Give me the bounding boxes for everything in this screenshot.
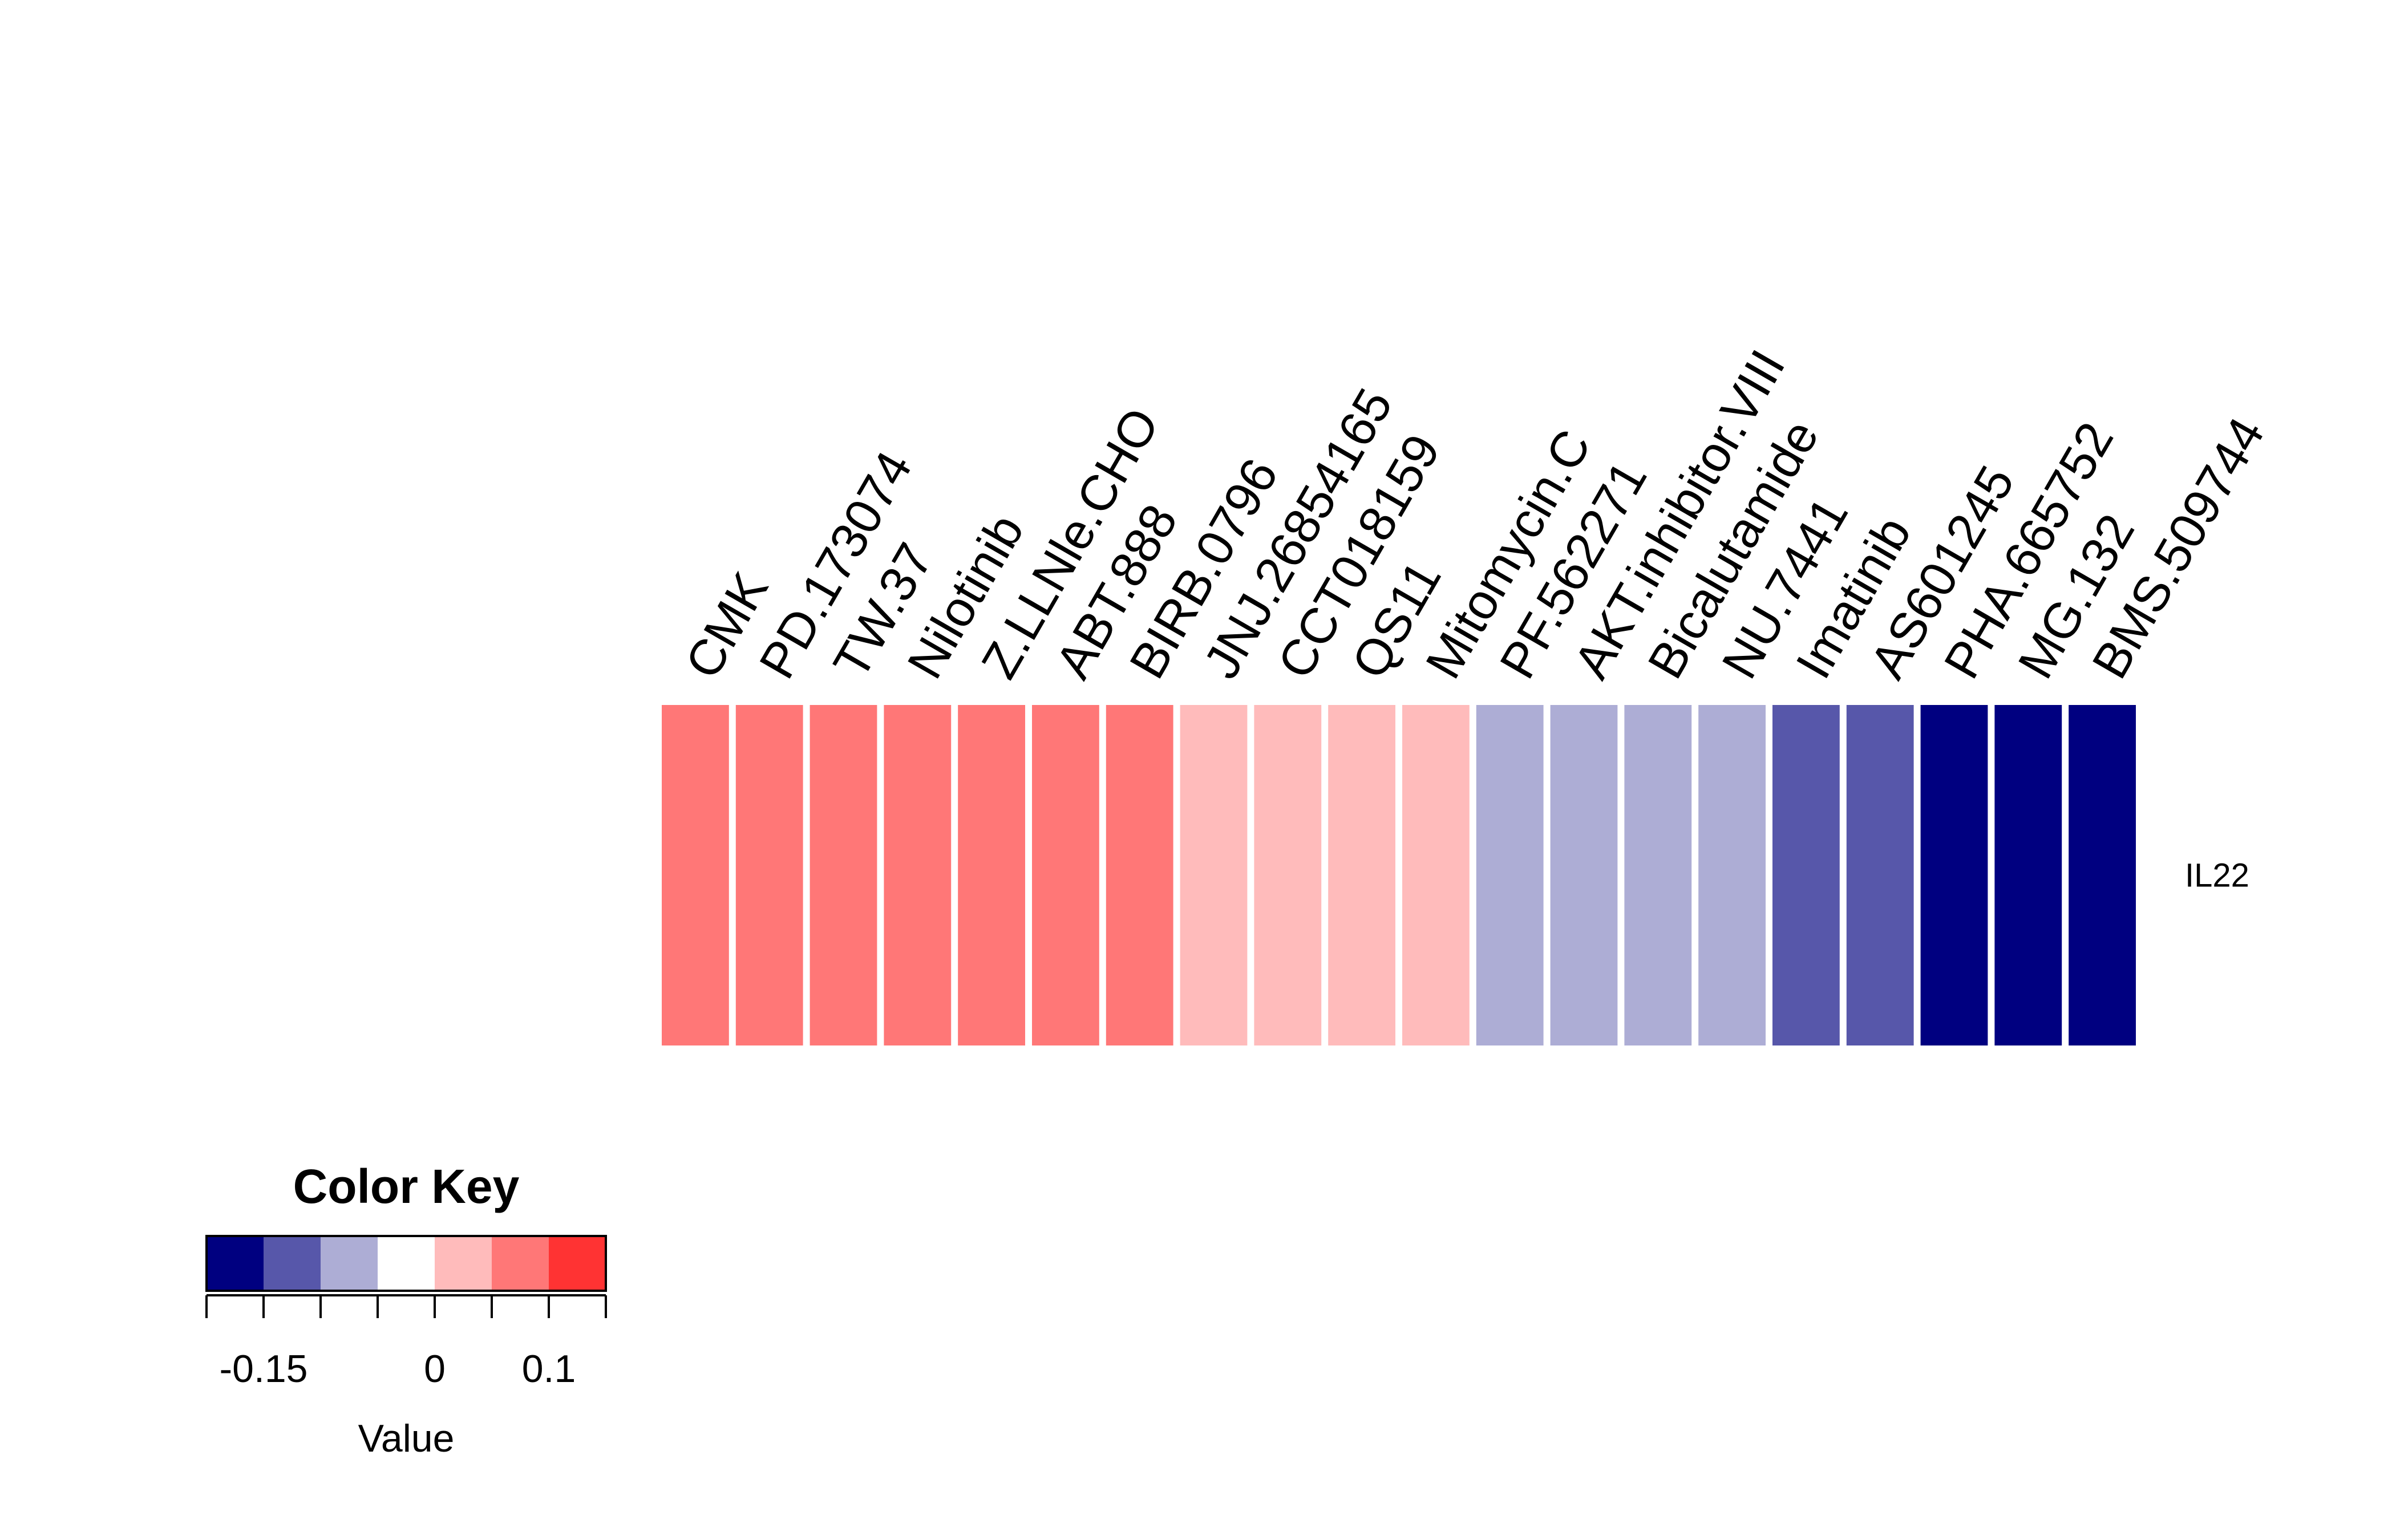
heatmap-cell [1032, 705, 1099, 1045]
heatmap-cell [1846, 705, 1914, 1045]
heatmap-cell [1254, 705, 1322, 1045]
heatmap-cell [662, 705, 729, 1045]
heatmap-cell [1920, 705, 1988, 1045]
color-key-swatch [321, 1236, 378, 1291]
heatmap-cell [1994, 705, 2062, 1045]
color-key-title: Color Key [293, 1160, 520, 1213]
column-label: CMK [674, 563, 779, 688]
heatmap-cell [1328, 705, 1395, 1045]
color-key-tick-label: 0 [424, 1347, 446, 1391]
heatmap-cell [1402, 705, 1470, 1045]
heatmap-cell [958, 705, 1025, 1045]
color-key-swatch [378, 1236, 435, 1291]
heatmap-cell [1550, 705, 1618, 1045]
color-key-tick-label: -0.15 [220, 1347, 308, 1391]
color-key-swatch [264, 1236, 321, 1291]
heatmap-cell [735, 705, 803, 1045]
color-key-xlabel: Value [358, 1417, 455, 1460]
heatmap-cell [1476, 705, 1544, 1045]
color-key-swatch [207, 1236, 264, 1291]
heatmap-cell [1180, 705, 1248, 1045]
color-key-swatch [549, 1236, 606, 1291]
color-key-tick-label: 0.1 [522, 1347, 576, 1391]
color-key-frame [205, 1235, 607, 1292]
heatmap-cell [884, 705, 952, 1045]
color-key-swatch [435, 1236, 492, 1291]
heatmap-cell [2069, 705, 2136, 1045]
heatmap-cell [1772, 705, 1840, 1045]
heatmap-cell [1624, 705, 1692, 1045]
row-label: IL22 [2185, 857, 2249, 894]
heatmap-cell [810, 705, 877, 1045]
heatmap-cell [1698, 705, 1766, 1045]
heatmap-cell [1106, 705, 1173, 1045]
color-key-swatch [492, 1236, 549, 1291]
